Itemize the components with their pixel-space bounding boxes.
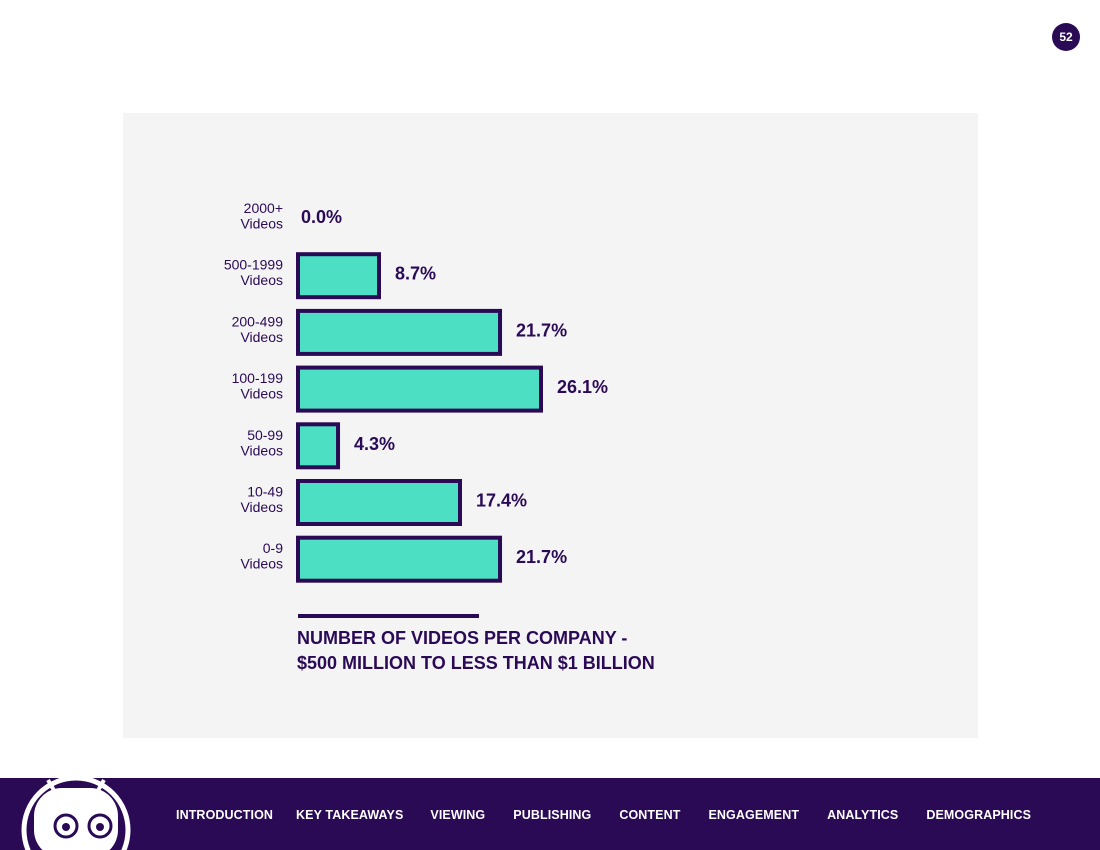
category-label: 10-49 bbox=[247, 484, 283, 500]
mascot-logo-icon bbox=[21, 778, 131, 850]
category-label: Videos bbox=[240, 556, 283, 572]
nav-introduction[interactable]: INTRODUCTION bbox=[176, 808, 274, 822]
bar bbox=[296, 308, 503, 356]
title-rule bbox=[298, 614, 479, 618]
bar bbox=[296, 535, 503, 583]
chart-title: $500 MILLION TO LESS THAN $1 BILLION bbox=[297, 653, 655, 673]
nav-key-takeaways[interactable]: KEY TAKEAWAYS bbox=[296, 808, 404, 822]
bar bbox=[296, 252, 381, 300]
bar bbox=[296, 365, 543, 413]
category-label: 100-199 bbox=[232, 370, 284, 386]
data-label: 0.0% bbox=[301, 207, 342, 227]
nav-viewing[interactable]: VIEWING bbox=[430, 808, 486, 822]
data-label: 4.3% bbox=[354, 434, 395, 454]
category-label: Videos bbox=[240, 272, 283, 288]
bar bbox=[296, 422, 341, 470]
category-label: Videos bbox=[240, 216, 283, 232]
category-label: 0-9 bbox=[263, 540, 283, 556]
data-label: 21.7% bbox=[516, 547, 567, 567]
data-label: 8.7% bbox=[395, 264, 436, 284]
footer-nav-bar: INTRODUCTION KEY TAKEAWAYS VIEWING PUBLI… bbox=[0, 778, 1100, 850]
category-label: 500-1999 bbox=[224, 257, 283, 273]
category-label: 2000+ bbox=[244, 200, 283, 216]
bar bbox=[296, 479, 462, 526]
data-label: 21.7% bbox=[516, 320, 567, 340]
data-label: 17.4% bbox=[476, 491, 527, 511]
nav-engagement[interactable]: ENGAGEMENT bbox=[708, 808, 800, 822]
category-label: Videos bbox=[240, 386, 283, 402]
nav-demographics[interactable]: DEMOGRAPHICS bbox=[926, 808, 1032, 822]
data-label: 26.1% bbox=[557, 377, 608, 397]
category-label: Videos bbox=[240, 329, 283, 345]
nav-analytics[interactable]: ANALYTICS bbox=[827, 808, 899, 822]
nav-content[interactable]: CONTENT bbox=[619, 808, 681, 822]
category-label: Videos bbox=[240, 442, 283, 458]
category-label: 50-99 bbox=[247, 427, 283, 443]
page-number-badge: 52 bbox=[1052, 23, 1080, 51]
category-label: 200-499 bbox=[232, 313, 284, 329]
footer-nav: INTRODUCTION KEY TAKEAWAYS VIEWING PUBLI… bbox=[176, 808, 1031, 822]
chart-panel: 2000+ Videos 0.0% 500-1999 Videos 8.7% 200-499… bbox=[123, 113, 978, 738]
category-label: Videos bbox=[240, 499, 283, 515]
nav-publishing[interactable]: PUBLISHING bbox=[513, 808, 592, 822]
chart-title: NUMBER OF VIDEOS PER COMPANY - bbox=[297, 628, 627, 648]
